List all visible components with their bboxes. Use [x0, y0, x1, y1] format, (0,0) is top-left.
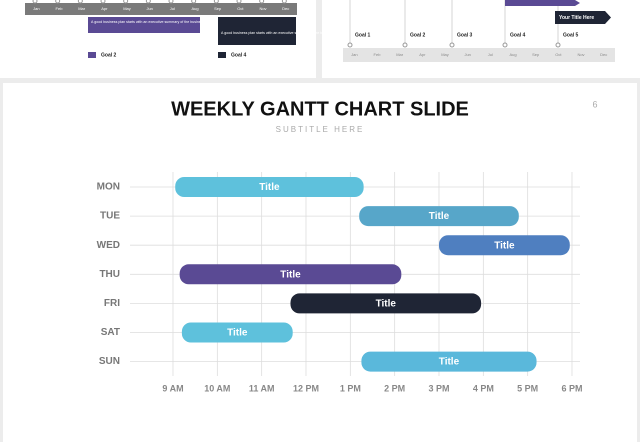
chart-title: WEEKLY GANTT CHART SLIDE	[171, 98, 469, 120]
month-label: May	[123, 6, 131, 11]
milestone-dot	[191, 0, 197, 4]
milestone-dot	[213, 0, 219, 4]
x-tick-label: 12 PM	[293, 383, 319, 393]
y-tick-label: SUN	[99, 356, 120, 367]
x-tick-label: 3 PM	[428, 383, 449, 393]
month-label: Mar	[78, 6, 86, 11]
slide	[3, 83, 637, 442]
bar-label: Title	[429, 211, 450, 222]
y-tick-label: WED	[97, 240, 120, 251]
month-label: Jul	[488, 52, 493, 57]
chart-subtitle: SUBTITLE HERE	[276, 125, 365, 134]
month-label: Sep	[532, 52, 540, 57]
gantt-bar	[359, 206, 519, 227]
x-tick-label: 5 PM	[517, 383, 538, 393]
bar-label: Title	[494, 240, 515, 251]
month-bar	[25, 3, 297, 15]
month-label: Jun	[464, 52, 470, 57]
bar-label: Title	[227, 328, 248, 339]
month-label: May	[441, 52, 449, 57]
gantt-bar	[439, 235, 570, 256]
month-label: Aug	[509, 52, 516, 57]
x-tick-label: 11 AM	[249, 383, 275, 393]
month-bar	[343, 48, 615, 62]
y-tick-label: SAT	[101, 327, 120, 338]
y-tick-label: MON	[97, 182, 120, 193]
goal-label: Goal 3	[457, 32, 473, 38]
milestone-dot	[281, 0, 287, 4]
goal-flag	[218, 52, 226, 58]
month-label: Jan	[33, 6, 39, 11]
note-text: A good business plan starts with an exec…	[221, 31, 344, 35]
month-label: Jul	[170, 6, 175, 11]
x-tick-label: 9 AM	[162, 383, 183, 393]
goal-label: Goal 2	[410, 32, 426, 38]
milestone-dot	[347, 42, 353, 48]
milestone-dot	[32, 0, 38, 4]
x-tick-label: 4 PM	[473, 383, 494, 393]
x-tick-label: 2 PM	[384, 383, 405, 393]
milestone-dot	[145, 0, 151, 4]
month-label: Mar	[396, 52, 404, 57]
x-tick-label: 6 PM	[561, 383, 582, 393]
note-text: A good business plan starts with an exec…	[91, 20, 214, 24]
month-label: Oct	[555, 52, 562, 57]
gantt-bar	[361, 351, 537, 372]
goal-label: Goal 1	[355, 32, 371, 38]
goal-label: Goal 5	[563, 32, 579, 38]
flag	[505, 0, 580, 6]
x-tick-label: 10 AM	[204, 383, 230, 393]
gantt-bar	[175, 177, 364, 197]
y-tick-label: FRI	[104, 298, 120, 309]
goal-label: Goal 4	[510, 32, 526, 38]
milestone-dot	[55, 0, 61, 4]
month-label: Aug	[191, 6, 198, 11]
goal-label: Goal 4	[231, 52, 247, 58]
y-tick-label: TUE	[100, 211, 120, 222]
flag-label: Your Title Here	[559, 15, 594, 21]
month-label: Feb	[56, 6, 64, 11]
month-label: Dec	[600, 52, 607, 57]
month-label: Sep	[214, 6, 222, 11]
month-label: Jan	[351, 52, 357, 57]
note-box	[88, 17, 200, 33]
month-label: Apr	[101, 6, 108, 11]
bar-label: Title	[259, 182, 280, 193]
x-tick-label: 1 PM	[340, 383, 361, 393]
milestone-dot	[236, 0, 242, 4]
month-label: Oct	[237, 6, 244, 11]
milestone-dot	[449, 42, 455, 48]
month-label: Dec	[282, 6, 289, 11]
milestone-dot	[502, 42, 508, 48]
milestone-dot	[77, 0, 83, 4]
month-label: Jun	[146, 6, 152, 11]
bar-label: Title	[280, 269, 301, 280]
month-label: Feb	[374, 52, 382, 57]
bar-label: Title	[439, 357, 460, 368]
month-label: Nov	[259, 6, 266, 11]
milestone-dot	[123, 0, 129, 4]
flag	[555, 11, 611, 24]
goal-flag	[88, 52, 96, 58]
milestone-dot	[168, 0, 174, 4]
month-label: Apr	[419, 52, 426, 57]
milestone-dot	[259, 0, 265, 4]
gantt-bar	[181, 322, 293, 343]
note-box	[218, 17, 296, 45]
month-label: Nov	[577, 52, 584, 57]
milestone-dot	[555, 42, 561, 48]
bar-label: Title	[376, 299, 397, 310]
milestone-dot	[100, 0, 106, 4]
y-tick-label: THU	[99, 269, 120, 280]
goal-label: Goal 2	[101, 52, 117, 58]
page-number: 6	[592, 99, 597, 109]
milestone-dot	[402, 42, 408, 48]
gantt-bar	[179, 264, 402, 285]
gantt-bar	[290, 293, 482, 314]
